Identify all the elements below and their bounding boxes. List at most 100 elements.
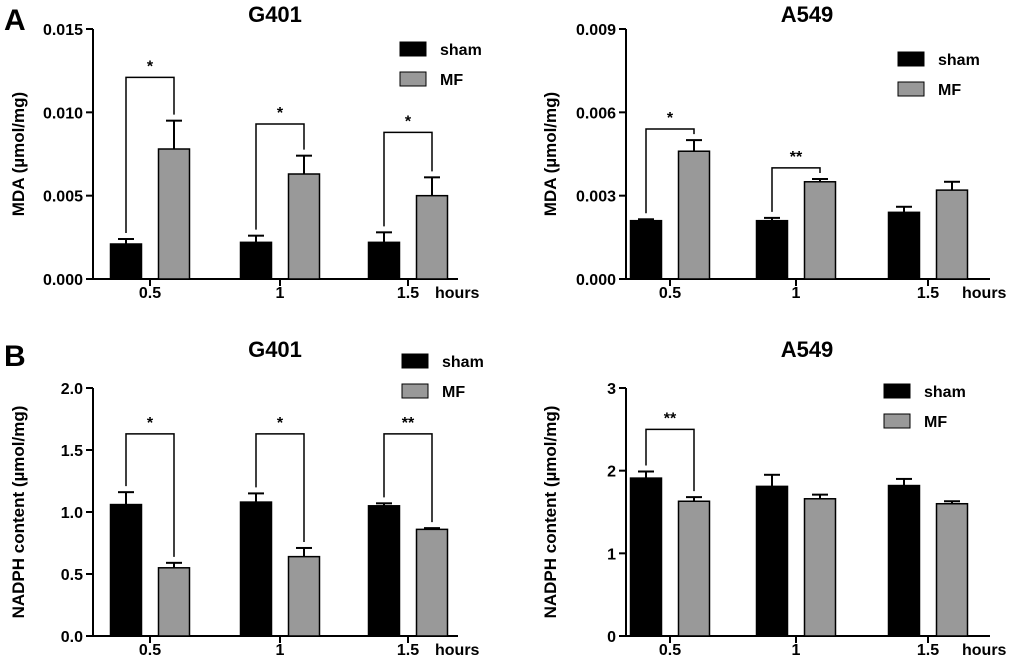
chart4-x-tick-label: 0.5 <box>659 642 681 659</box>
chart4-bar-mf <box>677 500 711 637</box>
chart1-significance-label: * <box>147 58 154 75</box>
chart3-x-unit-label: hours <box>435 642 480 659</box>
chart2-significance-bracket <box>645 128 695 214</box>
chart1-bar-sham <box>367 241 401 280</box>
chart4-x-unit-label: hours <box>962 642 1007 659</box>
chart3-x-tick-label: 0.5 <box>139 642 161 659</box>
chart3-legend-label-mf: MF <box>442 384 465 401</box>
chart4-legend-swatch-mf <box>883 413 911 429</box>
chart3-significance-label: * <box>277 415 284 432</box>
chart3-y-tick-label: 1.5 <box>61 443 83 460</box>
chart4-y-tick-label: 3 <box>607 381 616 398</box>
chart4-x-tick-label: 1.5 <box>917 642 939 659</box>
chart3-significance-bracket <box>125 433 175 557</box>
chart4-y-tick-label: 1 <box>607 546 616 563</box>
chart4-x-tick-label: 1 <box>792 642 801 659</box>
chart1-significance-label: * <box>277 105 284 122</box>
chart4-y-tick-label: 2 <box>607 464 616 481</box>
chart2-significance-label: * <box>667 110 674 127</box>
chart3-y-axis-label: NADPH content (µmol/mg) <box>9 406 28 619</box>
chart2-y-axis-label: MDA (µmol/mg) <box>541 92 560 216</box>
chart2-legend-label-mf: MF <box>938 82 961 99</box>
chart4-bar-sham <box>755 485 789 637</box>
chart2-y-tick-label: 0.000 <box>576 272 616 289</box>
chart3-legend-swatch-mf <box>401 383 429 399</box>
chart3-y-tick-label: 2.0 <box>61 381 83 398</box>
chart1-bar-sham <box>109 243 143 280</box>
chart1-bar-mf <box>415 194 449 280</box>
chart1-x-tick-label: 1.5 <box>397 285 419 302</box>
chart3-significance-label: ** <box>402 415 415 432</box>
chart3-title: G401 <box>248 337 302 362</box>
chart4-title: A549 <box>781 337 834 362</box>
chart3-significance-bracket <box>383 433 433 523</box>
chart1-significance-bracket <box>125 76 175 233</box>
panel-label-b: B <box>4 340 26 373</box>
chart1-significance-bracket <box>383 131 433 227</box>
chart2-x-tick-label: 1.5 <box>917 285 939 302</box>
chart2-y-tick-label: 0.009 <box>576 22 616 39</box>
chart4-y-axis-label: NADPH content (µmol/mg) <box>541 406 560 619</box>
chart1-bar-mf <box>157 148 191 280</box>
chart3-bar-sham <box>367 505 401 637</box>
chart3-y-tick-label: 0.5 <box>61 567 83 584</box>
chart4-bar-sham <box>887 484 921 637</box>
chart2-title: A549 <box>781 2 834 27</box>
chart4-legend-label-mf: MF <box>924 414 947 431</box>
chart2-x-tick-label: 0.5 <box>659 285 681 302</box>
chart1-significance-label: * <box>405 113 412 130</box>
chart2-x-tick-label: 1 <box>792 285 801 302</box>
chart4-bar-mf <box>803 498 837 637</box>
chart1-bar-sham <box>239 241 273 280</box>
chart2-bar-mf <box>935 189 969 280</box>
chart1-title: G401 <box>248 2 302 27</box>
chart3-bar-mf <box>287 555 321 637</box>
chart2-significance-bracket <box>771 167 821 212</box>
chart2-bar-sham <box>629 219 663 280</box>
chart1-y-tick-label: 0.010 <box>43 105 83 122</box>
chart3-bar-mf <box>415 528 449 637</box>
chart3-significance-label: * <box>147 415 154 432</box>
chart1-legend-swatch-mf <box>399 71 427 87</box>
chart2-legend-label-sham: sham <box>938 52 980 69</box>
chart1-legend-label-sham: sham <box>440 42 482 59</box>
chart4-significance-bracket <box>645 428 695 492</box>
chart2-bar-mf <box>803 181 837 280</box>
chart2-bar-sham <box>755 219 789 280</box>
chart4-significance-label: ** <box>664 410 677 427</box>
chart3-bar-sham <box>239 501 273 637</box>
chart3-bar-sham <box>109 503 143 637</box>
chart2-bar-mf <box>677 150 711 280</box>
chart1-x-tick-label: 0.5 <box>139 285 161 302</box>
panel-label-a: A <box>4 4 26 37</box>
chart1-significance-bracket <box>255 123 305 230</box>
chart2-legend-swatch-sham <box>897 51 925 67</box>
chart1-y-tick-label: 0.015 <box>43 22 83 39</box>
chart4-bar-sham <box>629 477 663 637</box>
chart1-y-axis-label: MDA (µmol/mg) <box>9 92 28 216</box>
chart2-y-tick-label: 0.003 <box>576 189 616 206</box>
chart4-legend-swatch-sham <box>883 383 911 399</box>
chart3-x-tick-label: 1 <box>276 642 285 659</box>
chart1-y-tick-label: 0.005 <box>43 189 83 206</box>
chart1-bar-mf <box>287 173 321 280</box>
chart3-bar-mf <box>157 567 191 637</box>
chart3-x-tick-label: 1.5 <box>397 642 419 659</box>
chart1-legend-swatch-sham <box>399 41 427 57</box>
chart4-bar-mf <box>935 502 969 637</box>
chart2-y-tick-label: 0.006 <box>576 105 616 122</box>
chart2-x-unit-label: hours <box>962 285 1007 302</box>
chart1-x-tick-label: 1 <box>276 285 285 302</box>
chart2-bar-sham <box>887 211 921 280</box>
chart3-legend-label-sham: sham <box>442 354 484 371</box>
chart4-y-tick-label: 0 <box>607 629 616 646</box>
chart3-y-tick-label: 1.0 <box>61 505 83 522</box>
chart2-significance-label: ** <box>790 149 803 166</box>
chart3-significance-bracket <box>255 433 305 542</box>
chart1-y-tick-label: 0.000 <box>43 272 83 289</box>
chart2-legend-swatch-mf <box>897 81 925 97</box>
chart4-legend-label-sham: sham <box>924 384 966 401</box>
chart1-legend-label-mf: MF <box>440 72 463 89</box>
chart3-y-tick-label: 0.0 <box>61 629 83 646</box>
